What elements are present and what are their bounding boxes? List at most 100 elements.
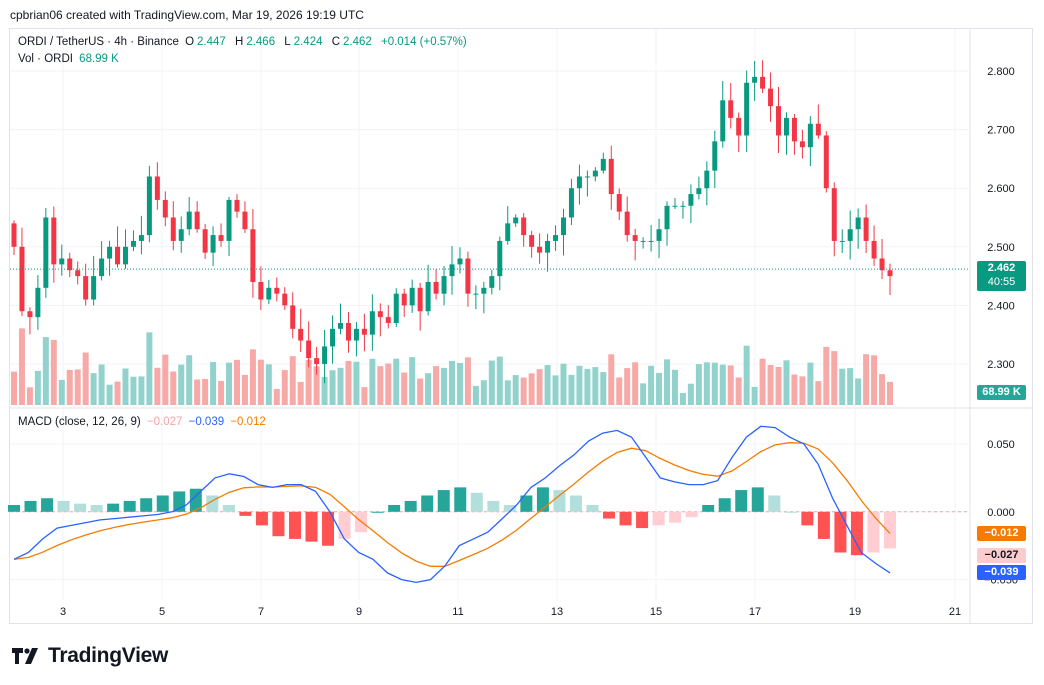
volume-bar: [863, 354, 870, 405]
volume-bar: [401, 372, 408, 405]
x-tick-label: 19: [849, 606, 861, 618]
volume-bar: [154, 367, 161, 405]
x-tick-label: 7: [258, 606, 264, 618]
candle-body: [728, 100, 734, 118]
candle-body: [19, 246, 25, 312]
volume-bar: [871, 355, 878, 405]
chart-frame: [9, 28, 1033, 624]
volume-bar: [433, 366, 440, 405]
volume-bar: [815, 381, 822, 405]
volume-bar: [18, 328, 25, 405]
volume-bar: [313, 366, 320, 405]
macd-hist-bar: [140, 498, 153, 512]
candle-body: [656, 229, 662, 241]
volume-bar: [512, 375, 519, 405]
candle-body: [839, 240, 845, 242]
candle-body: [107, 246, 113, 259]
macd-hist-bar: [272, 511, 285, 537]
price-tick-label: 2.300: [987, 359, 1015, 371]
candle-body: [847, 229, 853, 241]
volume-bar: [456, 362, 463, 405]
volume-bar: [226, 362, 233, 405]
volume-bar: [679, 392, 686, 405]
macd-hist-bar: [255, 511, 268, 526]
volume-bar: [528, 373, 535, 405]
volume-bar: [162, 354, 169, 405]
candle-body: [632, 235, 638, 241]
macd-hist-bar: [685, 511, 698, 518]
candle-body: [712, 141, 718, 171]
chart-credit: cpbrian06 created with TradingView.com, …: [10, 8, 364, 22]
volume-bar: [520, 377, 527, 405]
open-value: 2.447: [197, 36, 226, 48]
candle-body: [27, 311, 33, 318]
x-tick-label: 9: [356, 606, 362, 618]
macd-hist-bar: [57, 500, 70, 512]
candle-body: [290, 305, 296, 329]
x-tick-label: 17: [749, 606, 761, 618]
volume-bar: [265, 364, 272, 405]
candle-body: [592, 170, 598, 177]
candle-body: [783, 117, 789, 136]
candle-body: [799, 141, 805, 148]
volume-bar: [50, 339, 57, 405]
candle-body: [282, 293, 288, 306]
candle-body: [330, 328, 336, 347]
volume-bar: [393, 358, 400, 405]
volume-bar: [289, 356, 296, 405]
candle-body: [11, 223, 17, 247]
volume-tag: 68.99 K: [977, 385, 1026, 400]
candle-body: [465, 258, 471, 294]
volume-bar: [210, 362, 217, 405]
candle-body: [704, 170, 710, 189]
volume-bar: [640, 383, 647, 405]
volume-bar: [783, 360, 790, 405]
x-tick-label: 3: [60, 606, 66, 618]
volume-bar: [664, 359, 671, 405]
volume-bar: [584, 368, 591, 405]
candle-body: [433, 281, 439, 294]
macd-hist-bar: [603, 511, 616, 519]
volume-bar: [759, 358, 766, 405]
volume-bar: [560, 363, 567, 405]
volume-bar: [98, 364, 105, 405]
open-label: O: [185, 36, 195, 48]
volume-bar: [472, 385, 479, 405]
macd-hist-bar: [801, 511, 814, 526]
tradingview-logo[interactable]: TradingView: [12, 644, 168, 668]
volume-label[interactable]: Vol · ORDI: [18, 53, 73, 65]
candle-body: [226, 199, 232, 241]
volume-bar: [114, 381, 121, 405]
volume-bar: [480, 380, 487, 405]
candle-body: [807, 123, 813, 148]
macd-hist-bar: [156, 495, 169, 512]
volume-bar: [616, 377, 623, 405]
symbol-label[interactable]: ORDI / TetherUS · 4h · Binance: [18, 36, 179, 48]
candle-body: [369, 311, 375, 335]
volume-bar: [194, 379, 201, 405]
candle-body: [664, 205, 670, 230]
candle-body: [791, 117, 797, 142]
volume-bar: [26, 387, 33, 405]
macd-label[interactable]: MACD (close, 12, 26, 9): [18, 416, 141, 428]
macd-hist-bar: [107, 503, 120, 512]
macd-line: [13, 425, 891, 584]
macd-legend: MACD (close, 12, 26, 9) −0.027 −0.039 −0…: [18, 416, 269, 428]
x-tick-label: 13: [551, 606, 563, 618]
candle-body: [736, 117, 742, 136]
volume-bar: [353, 361, 360, 405]
candle-body: [776, 106, 782, 136]
macd-hist-bar: [8, 505, 20, 512]
candle-body: [146, 176, 152, 236]
candle-body: [83, 276, 89, 300]
candle-body: [130, 240, 136, 247]
macd-hist-bar: [421, 495, 434, 512]
price-tick-label: 2.400: [987, 300, 1015, 312]
candle-body: [576, 176, 582, 189]
macd-hist-bar: [569, 495, 582, 512]
macd-hist-bar: [437, 490, 450, 512]
volume-bar: [855, 378, 862, 405]
volume-bar: [186, 355, 193, 405]
